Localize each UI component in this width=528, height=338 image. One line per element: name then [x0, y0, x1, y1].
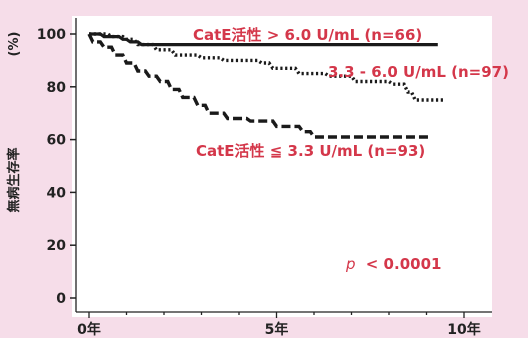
survival-line-mid: [89, 32, 446, 102]
y-tick-label: 0: [56, 291, 66, 307]
y-tick-label: 40: [47, 185, 67, 201]
y-axis-label: 無病生存率: [6, 147, 22, 212]
y-tick-label: 20: [47, 238, 67, 254]
y-axis-unit: (%): [7, 32, 22, 57]
y-tick-label: 60: [47, 133, 67, 149]
x-tick-label: 0年: [77, 321, 101, 338]
y-tick-label: 80: [47, 80, 67, 96]
y-axis-ticks: 0 20 40 60 80 100: [37, 27, 76, 307]
annotation-high-group: CatE活性 > 6.0 U/mL (n=66): [193, 26, 422, 44]
x-axis-ticks: 0年 5年 10年: [77, 312, 481, 338]
x-tick-label: 5年: [265, 321, 289, 338]
p-value-symbol: p: [345, 255, 356, 273]
survival-line-high: [89, 32, 438, 47]
x-tick-label: 10年: [447, 321, 480, 338]
p-value-annotation: p < 0.0001: [345, 255, 441, 273]
annotation-mid-group: 3.3 - 6.0 U/mL (n=97): [328, 63, 509, 81]
p-value-text: < 0.0001: [366, 255, 442, 273]
y-tick-label: 100: [37, 27, 66, 43]
annotation-low-group: CatE活性 ≦ 3.3 U/mL (n=93): [196, 142, 425, 160]
series-layer: [87, 32, 446, 139]
survival-line-low: [87, 33, 431, 139]
plot-background: [72, 16, 492, 317]
